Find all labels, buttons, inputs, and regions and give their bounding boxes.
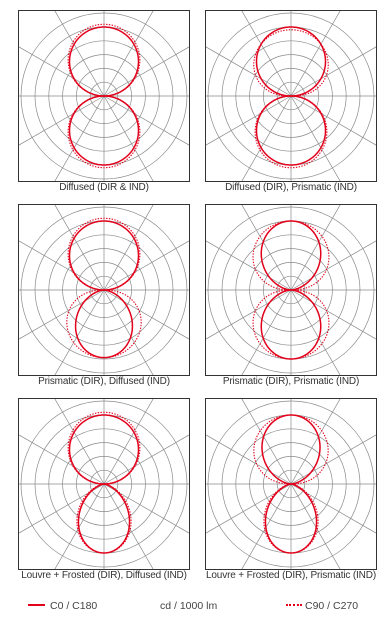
grid-spoke — [54, 95, 105, 181]
grid-spoke — [290, 483, 376, 534]
c90-c270-lower-curve — [252, 289, 330, 360]
c90-c270-lower-curve — [263, 483, 319, 554]
grid-spoke — [241, 205, 292, 291]
grid-spoke — [290, 483, 341, 569]
grid-spoke — [54, 205, 105, 291]
chart-caption: Louvre + Frosted (DIR), Diffused (IND) — [21, 570, 187, 581]
grid-spoke — [54, 11, 105, 97]
grid-spoke — [19, 95, 105, 146]
legend-item-c90: C90 / C270 — [286, 599, 358, 613]
c0-c180-lower-curve — [68, 95, 140, 166]
polar-chart-panel: Prismatic (DIR), Prismatic (IND) — [205, 204, 377, 387]
chart-caption: Louvre + Frosted (DIR), Prismatic (IND) — [205, 570, 376, 581]
grid-spoke — [103, 11, 154, 97]
c90-c270-upper-curve — [67, 23, 141, 97]
grid-spoke — [290, 399, 341, 485]
grid-spoke — [290, 240, 376, 291]
grid-spoke — [241, 483, 292, 569]
legend-c0-label: C0 / C180 — [50, 600, 98, 612]
polar-plot — [18, 204, 190, 376]
grid-spoke — [103, 289, 154, 375]
grid-spoke — [103, 95, 189, 146]
grid-spoke — [103, 95, 154, 181]
grid-spoke — [290, 11, 341, 97]
c0-c180-upper-curve — [68, 26, 140, 97]
polar-plot — [205, 204, 377, 376]
grid-spoke — [290, 289, 341, 375]
c90-c270-lower-curve — [254, 95, 328, 169]
polar-chart-panel: Diffused (DIR & IND) — [18, 10, 190, 193]
polar-chart-panel: Louvre + Frosted (DIR), Diffused (IND) — [18, 398, 190, 581]
grid-spoke — [103, 205, 154, 291]
c0-c180-lower-curve — [260, 289, 322, 360]
dotted-line-swatch — [286, 604, 302, 607]
polar-plot — [205, 10, 377, 182]
c90-c270-lower-curve — [67, 95, 141, 169]
grid-spoke — [290, 95, 376, 146]
grid-spoke — [206, 240, 292, 291]
grid-spoke — [206, 95, 292, 146]
grid-spoke — [206, 289, 292, 340]
chart-caption: Diffused (DIR), Prismatic (IND) — [225, 182, 357, 193]
grid-spoke — [206, 46, 292, 97]
grid-spoke — [103, 399, 154, 485]
legend-unit-label: cd / 1000 lm — [160, 600, 218, 612]
legend-unit: cd / 1000 lm — [160, 599, 217, 613]
c0-c180-upper-curve — [68, 220, 140, 291]
grid-spoke — [103, 434, 189, 485]
grid-spoke — [19, 289, 105, 340]
c0-c180-upper-curve — [68, 414, 140, 485]
grid-spoke — [290, 289, 376, 340]
grid-spoke — [206, 483, 292, 534]
grid-spoke — [290, 46, 376, 97]
grid-spoke — [103, 483, 154, 569]
grid-spoke — [241, 289, 292, 375]
grid-spoke — [241, 11, 292, 97]
grid-spoke — [54, 289, 105, 375]
c0-c180-upper-curve — [260, 220, 322, 291]
grid-spoke — [241, 95, 292, 181]
c0-c180-lower-curve — [255, 95, 327, 166]
c90-c270-upper-curve — [252, 220, 330, 291]
polar-plot — [18, 10, 190, 182]
grid-spoke — [19, 483, 105, 534]
grid-spoke — [19, 46, 105, 97]
grid-spoke — [290, 95, 341, 181]
polar-chart-panel: Louvre + Frosted (DIR), Prismatic (IND) — [205, 398, 377, 581]
grid-spoke — [241, 399, 292, 485]
chart-caption: Diffused (DIR & IND) — [59, 182, 149, 193]
polar-plot — [205, 398, 377, 570]
c0-c180-upper-curve — [255, 26, 327, 97]
grid-spoke — [103, 289, 189, 340]
legend-item-c0: C0 / C180 — [28, 599, 97, 613]
c90-c270-upper-curve — [253, 414, 329, 485]
solid-line-swatch — [28, 604, 45, 607]
legend-c90-label: C90 / C270 — [305, 600, 359, 612]
c90-c270-lower-curve — [66, 289, 142, 359]
c90-c270-upper-curve — [67, 217, 141, 291]
chart-caption: Prismatic (DIR), Diffused (IND) — [38, 376, 170, 387]
grid-spoke — [19, 240, 105, 291]
polar-chart-panel: Diffused (DIR), Prismatic (IND) — [205, 10, 377, 193]
grid-spoke — [206, 434, 292, 485]
grid-spoke — [54, 483, 105, 569]
c90-c270-upper-curve — [67, 411, 141, 485]
grid-spoke — [290, 205, 341, 291]
grid-spoke — [103, 240, 189, 291]
c90-c270-lower-curve — [76, 483, 132, 554]
polar-plot — [18, 398, 190, 570]
legend: C0 / C180 cd / 1000 lm C90 / C270 — [0, 599, 386, 615]
grid-spoke — [290, 434, 376, 485]
grid-spoke — [103, 46, 189, 97]
chart-caption: Prismatic (DIR), Prismatic (IND) — [222, 376, 360, 387]
polar-chart-panel: Prismatic (DIR), Diffused (IND) — [18, 204, 190, 387]
grid-spoke — [103, 483, 189, 534]
grid-spoke — [19, 434, 105, 485]
grid-spoke — [54, 399, 105, 485]
